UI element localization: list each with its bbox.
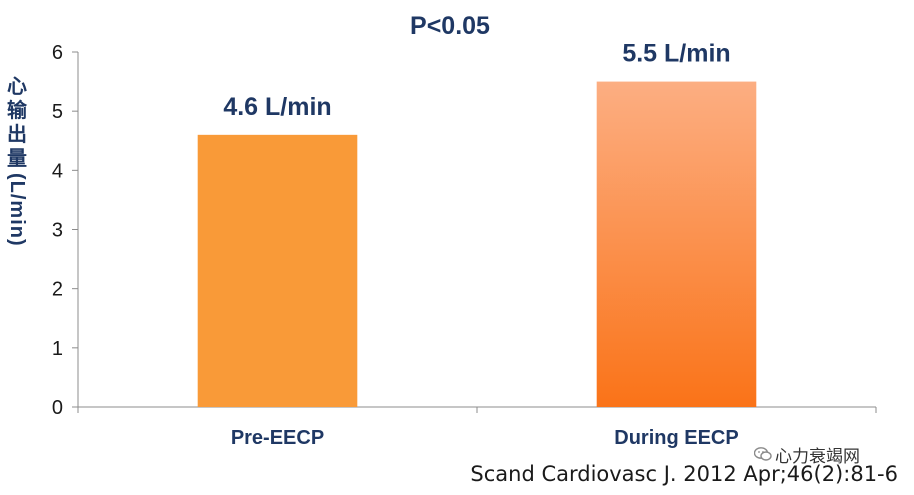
data-label: 4.6 L/min (223, 93, 331, 121)
y-axis-label-units: (L/min) (6, 173, 28, 247)
y-axis-label-char: 输 (7, 100, 27, 122)
y-tick-label: 1 (52, 338, 63, 360)
y-tick-label: 6 (52, 42, 63, 64)
y-axis-label-char: 量 (7, 148, 27, 170)
y-tick-label: 2 (52, 279, 63, 301)
watermark-text: 心力衰竭网 (775, 447, 860, 467)
y-tick-label: 5 (52, 101, 63, 123)
wechat-icon (753, 447, 772, 467)
watermark: 心力衰竭网 (752, 442, 864, 467)
y-axis-label-char: 心 (7, 76, 27, 98)
y-tick-label: 4 (52, 160, 63, 182)
x-tick-label: Pre-EECP (231, 427, 324, 449)
x-tick-labels: Pre-EECP During EECP (231, 427, 739, 449)
y-axis-label: 心 输 出 量 (L/min) (4, 75, 30, 247)
y-tick-label: 0 (52, 397, 63, 419)
y-axis: 0 1 2 3 4 5 6 (52, 42, 79, 419)
bar (596, 81, 757, 407)
data-labels: 4.6 L/min 5.5 L/min (223, 40, 730, 121)
chart-title: P<0.05 (410, 12, 490, 40)
x-axis (77, 406, 877, 413)
x-tick-label: During EECP (614, 427, 738, 449)
y-tick-label: 3 (52, 220, 63, 242)
bars (197, 81, 757, 408)
y-axis-label-char: 出 (7, 124, 27, 146)
data-label: 5.5 L/min (622, 40, 730, 68)
citation: Scand Cardiovasc J. 2012 Apr;46(2):81-6 (470, 462, 898, 486)
bar (197, 134, 358, 408)
